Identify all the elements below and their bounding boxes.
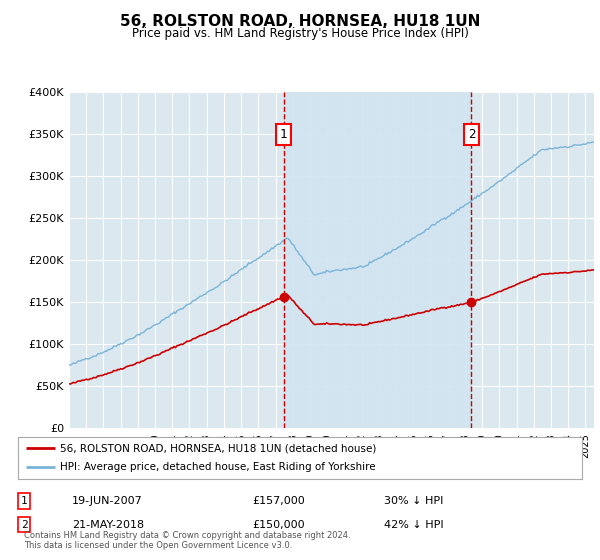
Text: 2: 2 <box>20 520 28 530</box>
Text: 21-MAY-2018: 21-MAY-2018 <box>72 520 144 530</box>
Text: 30% ↓ HPI: 30% ↓ HPI <box>384 496 443 506</box>
Text: £150,000: £150,000 <box>252 520 305 530</box>
Text: £157,000: £157,000 <box>252 496 305 506</box>
Text: 1: 1 <box>280 128 287 141</box>
Bar <box>284 92 472 428</box>
Text: Contains HM Land Registry data © Crown copyright and database right 2024.
This d: Contains HM Land Registry data © Crown c… <box>24 530 350 550</box>
Text: Price paid vs. HM Land Registry's House Price Index (HPI): Price paid vs. HM Land Registry's House … <box>131 27 469 40</box>
Text: 56, ROLSTON ROAD, HORNSEA, HU18 1UN (detached house): 56, ROLSTON ROAD, HORNSEA, HU18 1UN (det… <box>60 443 377 453</box>
Text: 2: 2 <box>467 128 475 141</box>
Text: 42% ↓ HPI: 42% ↓ HPI <box>384 520 443 530</box>
Text: 19-JUN-2007: 19-JUN-2007 <box>72 496 143 506</box>
Text: 56, ROLSTON ROAD, HORNSEA, HU18 1UN: 56, ROLSTON ROAD, HORNSEA, HU18 1UN <box>120 14 480 29</box>
Text: HPI: Average price, detached house, East Riding of Yorkshire: HPI: Average price, detached house, East… <box>60 463 376 473</box>
Text: 1: 1 <box>20 496 28 506</box>
